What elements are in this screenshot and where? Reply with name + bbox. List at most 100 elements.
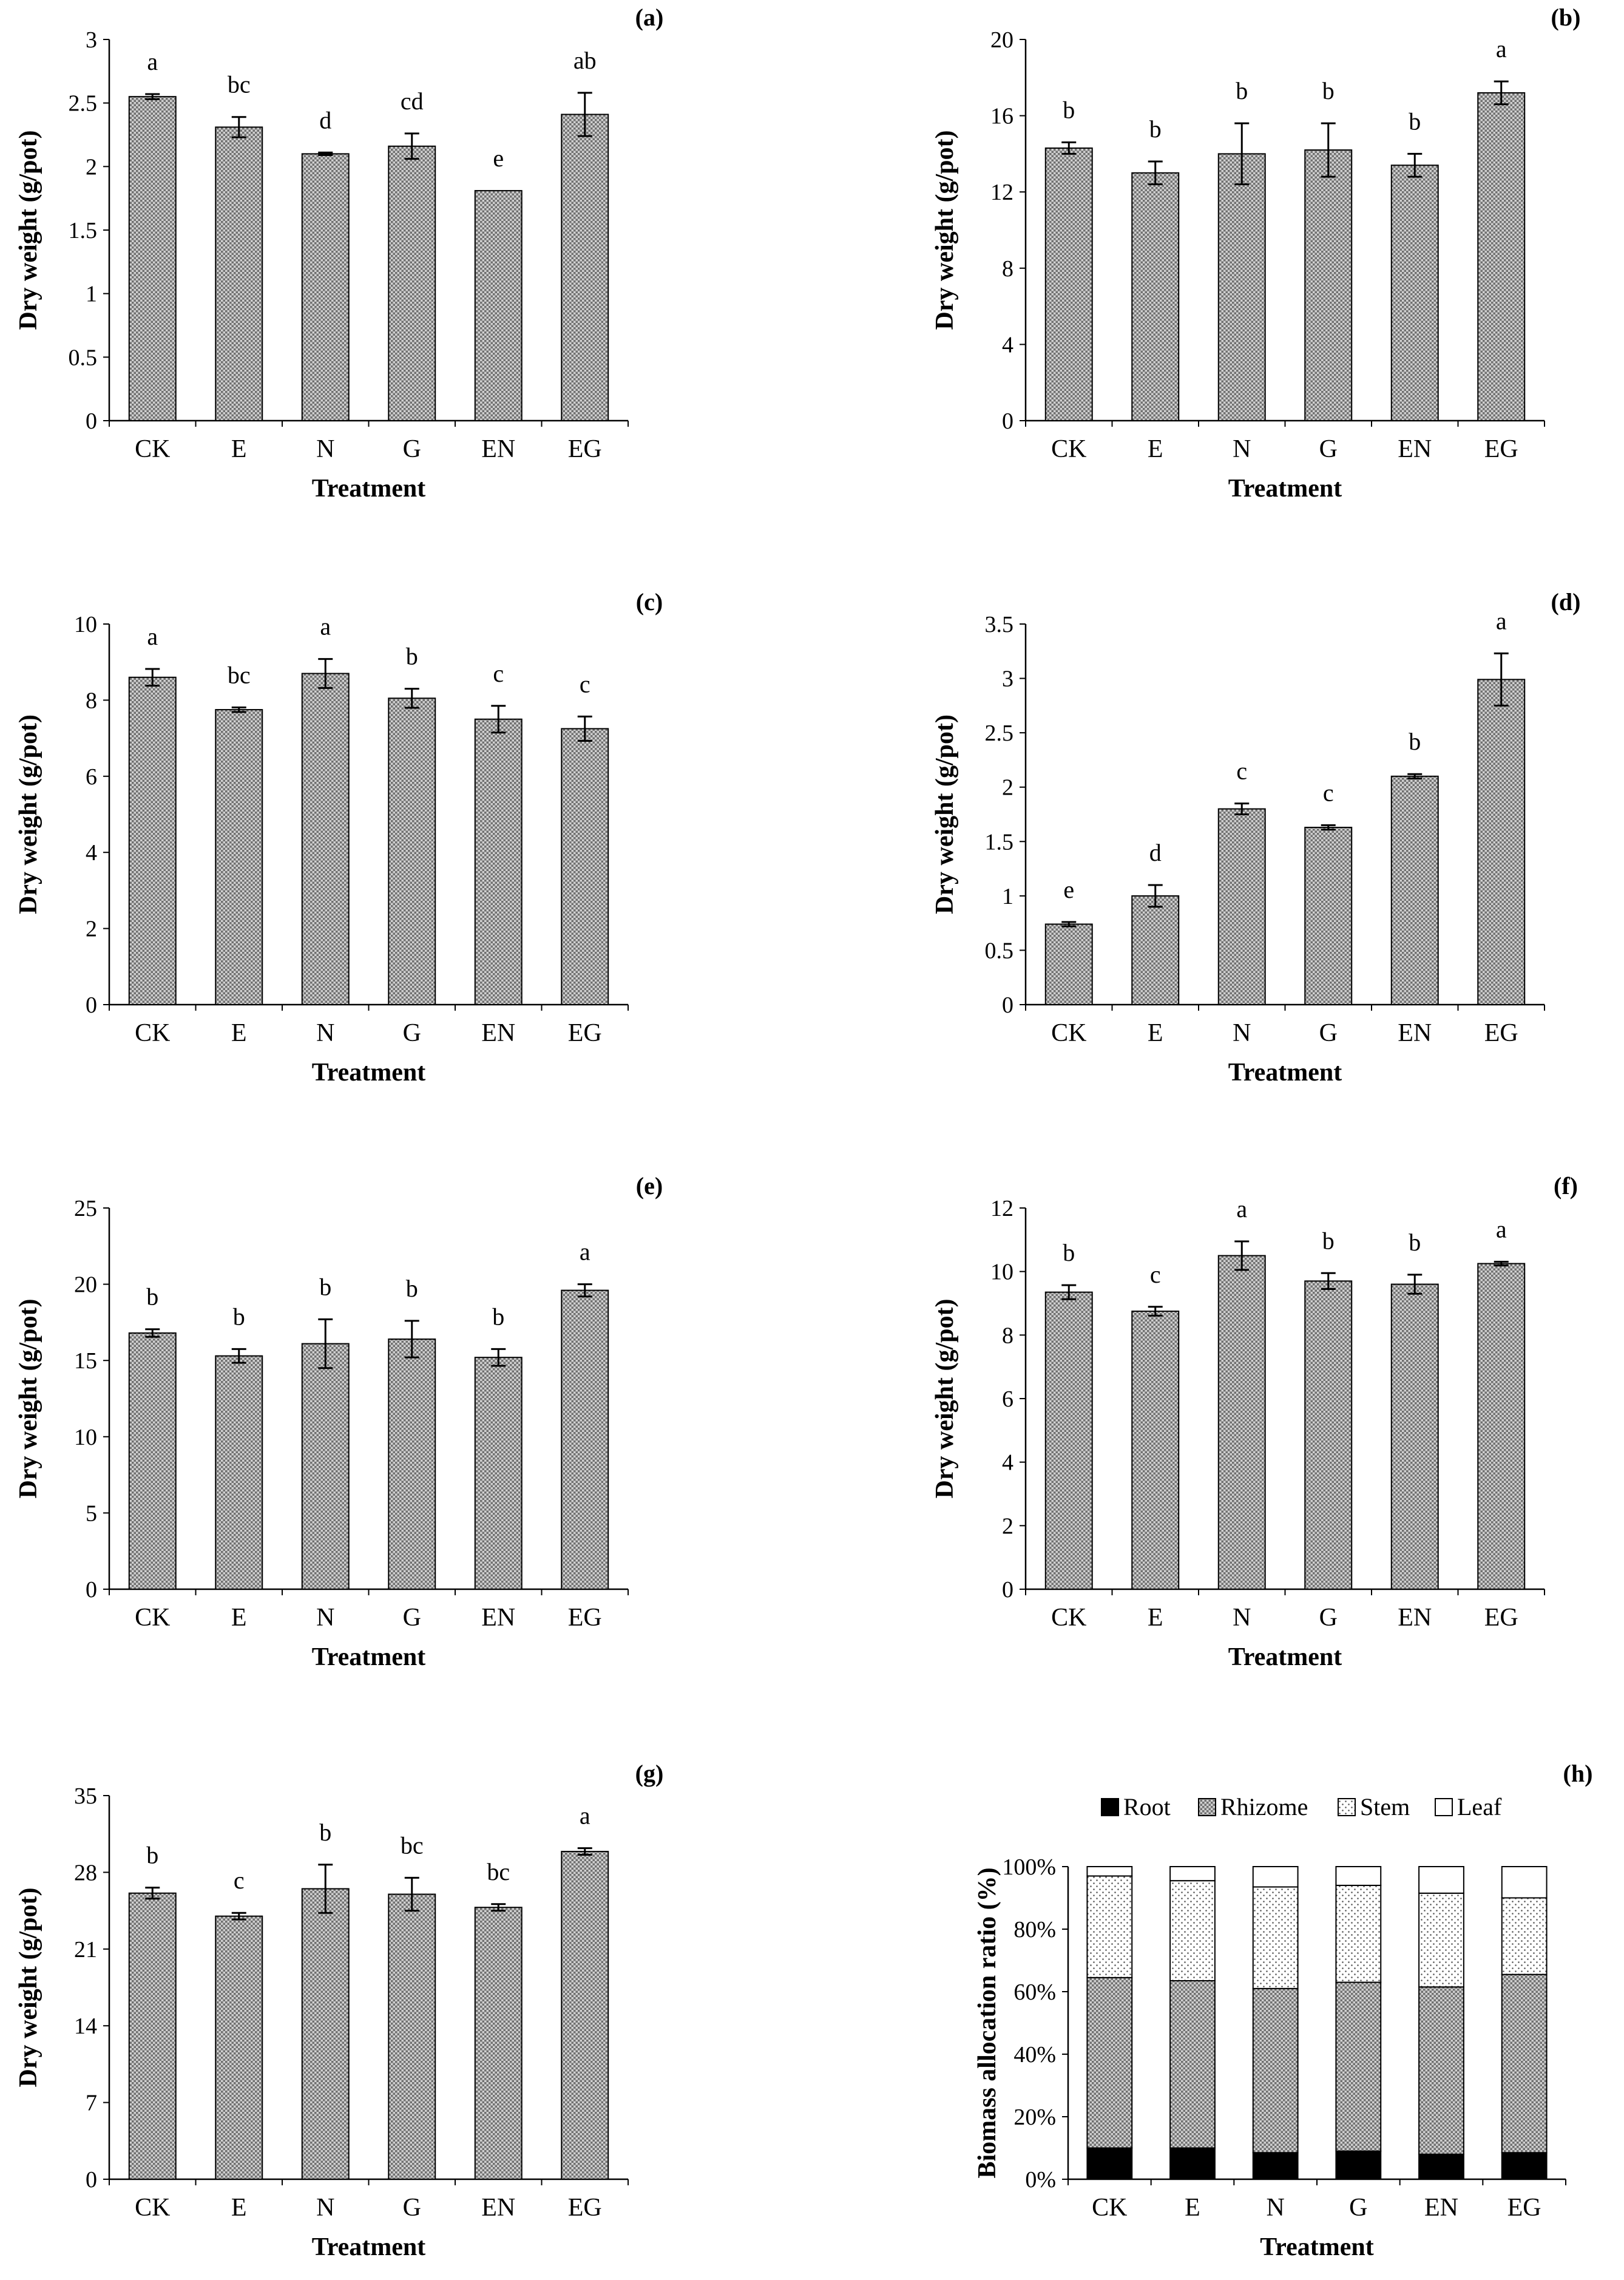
y-tick-label: 4 (1002, 1450, 1013, 1476)
stack-segment-root (1086, 2147, 1133, 2180)
significance-letter: b (1236, 77, 1248, 104)
x-tick-label: EN (1398, 1019, 1432, 1047)
y-tick-label: 3 (86, 27, 97, 53)
significance-letter: c (493, 660, 504, 687)
significance-letter: b (146, 1842, 158, 1869)
bar (1390, 775, 1439, 1006)
y-tick-label: 2 (1002, 775, 1013, 801)
significance-letter: b (319, 1819, 331, 1846)
panel-label: (d) (1551, 588, 1581, 616)
x-tick-label: N (316, 435, 334, 463)
x-tick-label: E (1185, 2194, 1200, 2222)
y-tick-label: 0 (1002, 409, 1013, 434)
y-tick-label: 0 (86, 992, 97, 1018)
x-tick-label: G (1349, 2194, 1367, 2222)
y-tick-label: 12 (990, 1196, 1013, 1221)
y-tick-label: 16 (990, 104, 1013, 129)
bar (561, 728, 609, 1006)
y-tick-label: 80% (1013, 1917, 1056, 1942)
significance-letter: b (1409, 107, 1421, 135)
x-tick-label: N (1233, 435, 1251, 463)
x-tick-label: EN (1424, 2194, 1458, 2222)
stack-segment-leaf (1335, 1866, 1382, 1886)
significance-letter: a (147, 48, 158, 75)
chart-panel-7: 0 7 14 21 28 35 b CK c Eb Nbc Gbc EN a EG Treatment Dry … (15, 1760, 663, 2261)
y-tick-label: 0.5 (985, 938, 1014, 963)
x-tick-label: EG (568, 1604, 602, 1632)
bar (561, 1289, 609, 1590)
x-tick-label: EN (1398, 1604, 1432, 1632)
bar (301, 1343, 350, 1590)
bar (215, 1915, 263, 2180)
x-tick-label: E (231, 435, 247, 463)
y-tick-label: 8 (1002, 256, 1013, 282)
chart-panel-3: 0 2 4 6 8 10 a CK bc Ea Nb Gc EN c EG Treatment Dry weig… (15, 588, 663, 1087)
bar (1044, 1291, 1093, 1590)
y-tick-label: 0 (86, 2167, 97, 2193)
significance-letter: bc (228, 71, 251, 98)
x-tick-label: EN (481, 435, 515, 463)
bar (561, 1851, 609, 2180)
significance-letter: c (580, 670, 590, 697)
bar (1304, 149, 1353, 421)
bar (1390, 165, 1439, 421)
legend-swatch-leaf (1435, 1798, 1453, 1816)
bar (1131, 172, 1180, 421)
y-tick-label: 0 (86, 409, 97, 434)
y-tick-label: 1 (86, 282, 97, 307)
significance-letter: d (1149, 839, 1162, 866)
x-axis-title: Treatment (1228, 1059, 1342, 1087)
y-tick-label: 25 (74, 1196, 97, 1221)
y-axis-title: Dry weight (g/pot) (15, 1299, 42, 1499)
y-axis-title: Biomass allocation ratio (%) (973, 1867, 1001, 2178)
y-tick-label: 21 (74, 1937, 97, 1963)
panel-label: (e) (636, 1172, 663, 1199)
bar (474, 1357, 523, 1590)
significance-letter: bc (487, 1858, 510, 1885)
x-tick-label: CK (135, 1604, 170, 1632)
significance-letter: e (1063, 876, 1074, 903)
x-tick-label: N (1233, 1604, 1251, 1632)
panel-label: (g) (635, 1760, 664, 1787)
stack-segment-stem (1086, 1875, 1133, 1978)
stack-segment-leaf (1252, 1866, 1299, 1888)
x-tick-label: CK (135, 2194, 170, 2222)
x-tick-label: EG (1484, 1019, 1518, 1047)
significance-letter: c (234, 1867, 245, 1894)
stack-segment-root (1501, 2152, 1548, 2180)
y-tick-label: 10 (990, 1260, 1013, 1285)
y-tick-label: 20% (1013, 2105, 1056, 2130)
significance-letter: b (406, 1275, 418, 1302)
x-tick-label: E (231, 1604, 247, 1632)
significance-letter: b (319, 1273, 331, 1300)
y-tick-label: 10 (74, 612, 97, 637)
y-tick-label: 2.5 (69, 91, 98, 117)
bar (1477, 92, 1526, 422)
bar (301, 673, 350, 1005)
significance-letter: bc (228, 661, 251, 688)
y-tick-label: 20 (990, 27, 1013, 53)
significance-letter: a (147, 623, 158, 650)
bar (1390, 1283, 1439, 1590)
bar (215, 126, 263, 421)
legend: Root Rhizome Stem Leaf (1101, 1793, 1502, 1820)
x-axis-title: Treatment (1260, 2233, 1373, 2261)
y-tick-label: 0% (1025, 2167, 1056, 2193)
stack-segment-rhizome (1086, 1976, 1133, 2149)
bar (388, 145, 436, 421)
y-tick-label: 0 (86, 1577, 97, 1603)
significance-letter: b (492, 1303, 504, 1330)
y-tick-label: 3.5 (985, 612, 1014, 637)
bar (474, 190, 523, 421)
stack-segment-root (1252, 2152, 1299, 2180)
x-axis-title: Treatment (1228, 1643, 1342, 1671)
y-tick-label: 1.5 (69, 218, 98, 243)
x-tick-label: E (1148, 1604, 1163, 1632)
x-tick-label: CK (1051, 1604, 1086, 1632)
x-tick-label: CK (135, 1019, 170, 1047)
y-tick-label: 7 (86, 2091, 97, 2116)
bar (301, 153, 350, 421)
x-tick-label: E (231, 2194, 247, 2222)
stack-segment-leaf (1501, 1866, 1548, 1899)
